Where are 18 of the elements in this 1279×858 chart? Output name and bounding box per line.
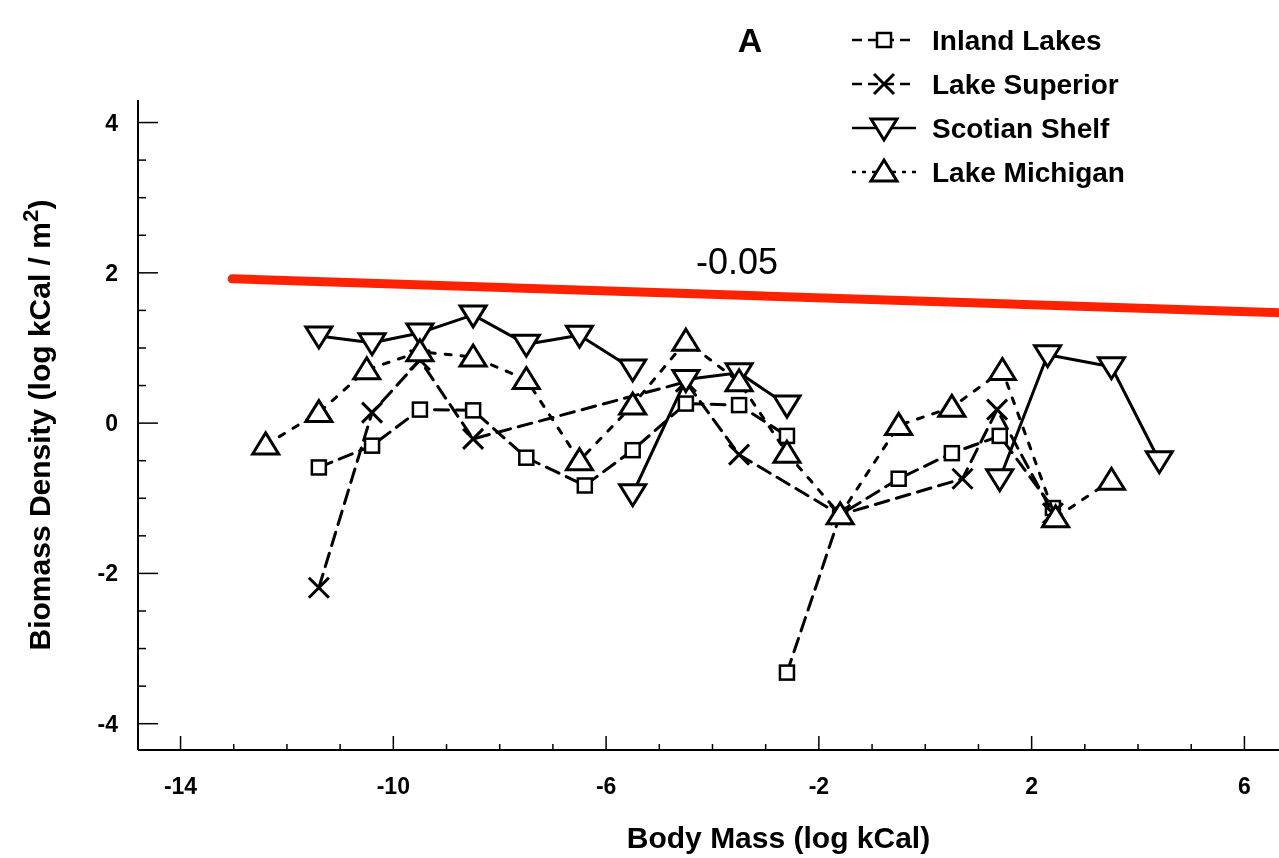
x-tick-label: -6 xyxy=(595,773,617,799)
y-tick-label: -4 xyxy=(97,710,119,737)
x-tick-label: -14 xyxy=(163,773,198,799)
y-tick-label: 2 xyxy=(105,259,118,286)
x-tick-label: -10 xyxy=(376,773,410,799)
legend-label: Scotian Shelf xyxy=(932,113,1111,144)
x-axis-title: Body Mass (log kCal) xyxy=(626,821,931,854)
y-tick-label: 4 xyxy=(105,109,119,136)
chart-title: A xyxy=(737,21,763,59)
y-tick-label: 0 xyxy=(105,410,118,437)
x-tick-label: 6 xyxy=(1238,773,1251,799)
annotation: -0.05 xyxy=(695,241,779,282)
legend-label: Lake Michigan xyxy=(932,157,1125,188)
legend-label: Lake Superior xyxy=(932,69,1119,100)
x-tick-label: -2 xyxy=(808,773,830,799)
x-tick-label: 2 xyxy=(1025,773,1039,799)
y-tick-label: -2 xyxy=(97,560,118,587)
legend-label: Inland Lakes xyxy=(932,25,1102,56)
